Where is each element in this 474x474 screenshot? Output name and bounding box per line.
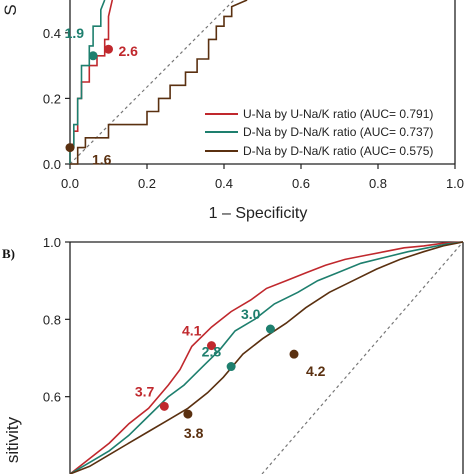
panel-b: 0.6 0.8 1.0 3.7 4.1 3.0 2.8 4.2 3.8 sitivity xyxy=(3,235,464,474)
y-tick-label: 0.8 xyxy=(43,312,61,327)
series-line-2 xyxy=(70,0,248,165)
cutoff-point xyxy=(206,341,216,351)
cutoff-label: 3.7 xyxy=(135,383,155,399)
y-tick-label: 0.4 xyxy=(43,26,61,41)
cutoff-point xyxy=(65,143,75,153)
x-tick-label: 1.0 xyxy=(446,176,464,191)
x-tick-label: 0.8 xyxy=(369,176,387,191)
panel-a-x-axis-label: 1 – Specificity xyxy=(209,205,308,222)
x-tick-label: 0.4 xyxy=(215,176,233,191)
cutoff-label: 2.6 xyxy=(119,43,139,59)
legend-label-brown: D-Na by D-Na/K ratio (AUC= 0.575) xyxy=(243,144,433,158)
cutoff-label: 3.0 xyxy=(241,306,261,322)
series-line-1 xyxy=(69,241,464,474)
panel-a: 0.0 0.2 0.4 0.0 0.2 0.4 0.6 0.8 1.0 1.9 2.6 1.6 S… xyxy=(1,0,464,222)
panel-a-diagonal xyxy=(69,0,235,165)
x-tick-label: 0.2 xyxy=(138,176,156,191)
series-line-1 xyxy=(69,0,106,164)
cutoff-point xyxy=(88,51,98,61)
cutoff-label: 3.8 xyxy=(184,425,204,441)
x-tick-label: 0.6 xyxy=(292,176,310,191)
legend-label-red: U-Na by U-Na/K ratio (AUC= 0.791) xyxy=(243,107,433,121)
y-tick-label: 0.2 xyxy=(43,91,61,106)
y-tick-label: 1.0 xyxy=(43,235,61,250)
legend-label-teal: D-Na by D-Na/K ratio (AUC= 0.737) xyxy=(243,125,433,139)
panel-a-legend: U-Na by U-Na/K ratio (AUC= 0.791) D-Na b… xyxy=(205,107,433,158)
cutoff-label: 1.9 xyxy=(65,25,85,41)
cutoff-label: 4.2 xyxy=(306,363,326,379)
y-tick-label: 0.6 xyxy=(43,390,61,405)
y-tick-label: 0.0 xyxy=(43,157,61,172)
cutoff-point xyxy=(226,362,236,372)
series-line-0 xyxy=(69,241,464,474)
cutoff-point xyxy=(265,324,275,334)
x-tick-label: 0.0 xyxy=(61,176,79,191)
cutoff-label: 4.1 xyxy=(182,323,202,339)
cutoff-point xyxy=(159,401,169,411)
series-line-2 xyxy=(69,241,464,474)
cutoff-label: 1.6 xyxy=(92,152,112,168)
panel-b-y-axis-label: sitivity xyxy=(3,416,22,463)
cutoff-point xyxy=(104,44,113,54)
cutoff-label: 2.8 xyxy=(202,344,222,360)
panel-b-label: B) xyxy=(2,246,15,261)
panel-a-y-axis-label: S xyxy=(1,4,20,15)
cutoff-point xyxy=(289,349,299,359)
cutoff-point xyxy=(183,409,193,419)
